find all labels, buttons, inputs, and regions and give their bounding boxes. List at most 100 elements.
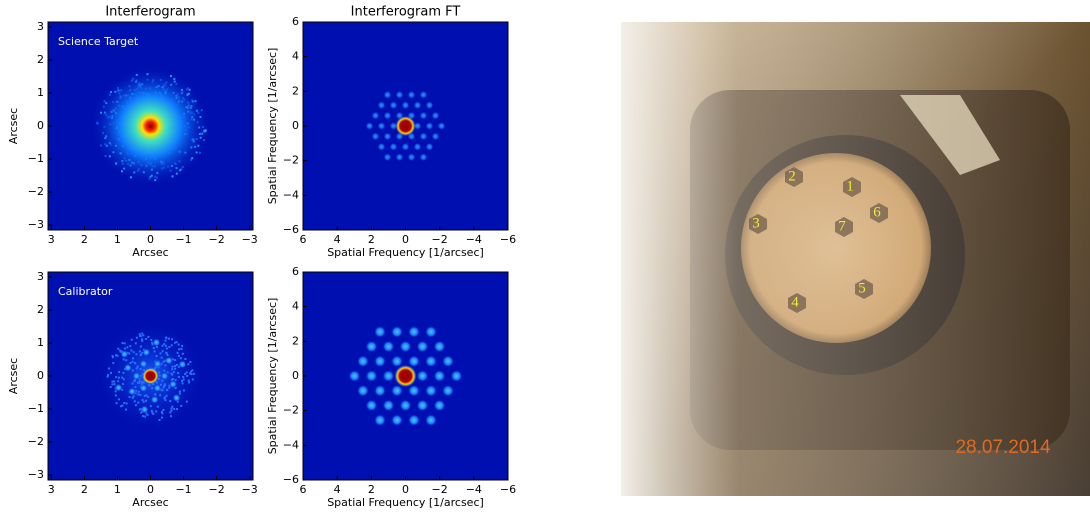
speckle [153, 367, 156, 370]
speckle [118, 398, 121, 401]
speckle [144, 415, 147, 418]
x-tick-label: 3 [48, 483, 55, 496]
speckle [170, 378, 173, 381]
speckle [160, 362, 163, 365]
speckle [133, 400, 136, 403]
speckle [139, 345, 142, 348]
speckle [174, 359, 177, 362]
speckle [181, 344, 184, 347]
hole [788, 293, 806, 313]
spot [395, 90, 404, 99]
speckle [107, 374, 110, 377]
speckle [142, 400, 145, 403]
y-tick-label: −2 [28, 435, 44, 448]
speckle [134, 404, 137, 407]
x-tick-label: 4 [334, 483, 341, 496]
spot [172, 393, 181, 402]
spot [169, 380, 178, 389]
speckle [140, 382, 143, 385]
x-axis-label: Spatial Frequency [1/arcsec] [327, 246, 484, 259]
speckle [170, 344, 173, 347]
spot [140, 405, 149, 414]
y-tick-label: 1 [37, 86, 44, 99]
speckle [174, 387, 177, 390]
speckle [192, 372, 195, 375]
speckle [156, 405, 159, 408]
speckle [133, 379, 136, 382]
speckle [137, 390, 140, 393]
spot [408, 414, 420, 427]
speckle [171, 358, 174, 361]
speckle [137, 401, 140, 404]
speckle [184, 373, 187, 376]
speckle [175, 341, 178, 344]
speckle [134, 386, 137, 389]
speckle [152, 383, 155, 386]
speckle [151, 341, 154, 344]
x-tick-label: 2 [81, 483, 88, 496]
speckle [177, 343, 180, 346]
speckle [158, 371, 161, 374]
x-tick-label: 6 [300, 483, 307, 496]
image [303, 272, 508, 480]
speckle [108, 367, 111, 370]
spot [382, 370, 395, 382]
speckle [174, 379, 177, 382]
y-tick-label: 2 [292, 84, 299, 97]
speckle [117, 380, 120, 383]
spot [425, 384, 437, 397]
speckle [142, 334, 145, 337]
y-tick-label: −1 [28, 152, 44, 165]
speckle [151, 387, 154, 390]
hole [749, 214, 767, 234]
speckle [171, 405, 174, 408]
speckle [159, 383, 162, 386]
speckle [189, 361, 192, 364]
speckle [134, 342, 137, 345]
speckle [167, 337, 170, 340]
speckle [160, 356, 163, 359]
spot [383, 90, 392, 99]
hole-label: 3 [752, 215, 760, 231]
speckle [119, 349, 122, 352]
x-tick-label: 1 [114, 233, 121, 246]
speckle [141, 339, 144, 342]
spot [413, 122, 422, 130]
spot [416, 399, 429, 412]
speckle [145, 394, 148, 397]
panel-title: Interferogram [105, 5, 195, 20]
y-tick-label: 0 [37, 119, 44, 132]
speckle [136, 381, 139, 384]
x-tick-label: −6 [500, 233, 516, 246]
spot [139, 359, 148, 368]
speckle [163, 383, 166, 386]
y-tick-label: 6 [292, 15, 299, 28]
speckle [146, 413, 149, 416]
speckle [180, 347, 183, 350]
spot [419, 111, 428, 120]
spot [348, 370, 361, 382]
x-tick-label: 2 [81, 233, 88, 246]
speckle [139, 334, 142, 337]
speckle [132, 351, 135, 354]
speckle [187, 379, 190, 382]
speckle [139, 374, 142, 377]
x-tick-label: 0 [402, 483, 409, 496]
y-tick-label: −1 [28, 402, 44, 415]
y-tick-label: 4 [292, 300, 299, 313]
y-tick-label: −2 [28, 185, 44, 198]
speckle [111, 356, 114, 359]
hole [843, 177, 861, 197]
y-tick-label: 0 [292, 369, 299, 382]
image [48, 272, 253, 480]
spot [442, 384, 454, 397]
x-tick-label: −2 [209, 483, 225, 496]
speckle [112, 362, 115, 365]
speckle [122, 371, 125, 374]
photo [621, 22, 1090, 496]
speckle [141, 381, 144, 384]
spot [433, 399, 446, 412]
speckle [159, 352, 162, 355]
speckle [163, 396, 166, 399]
